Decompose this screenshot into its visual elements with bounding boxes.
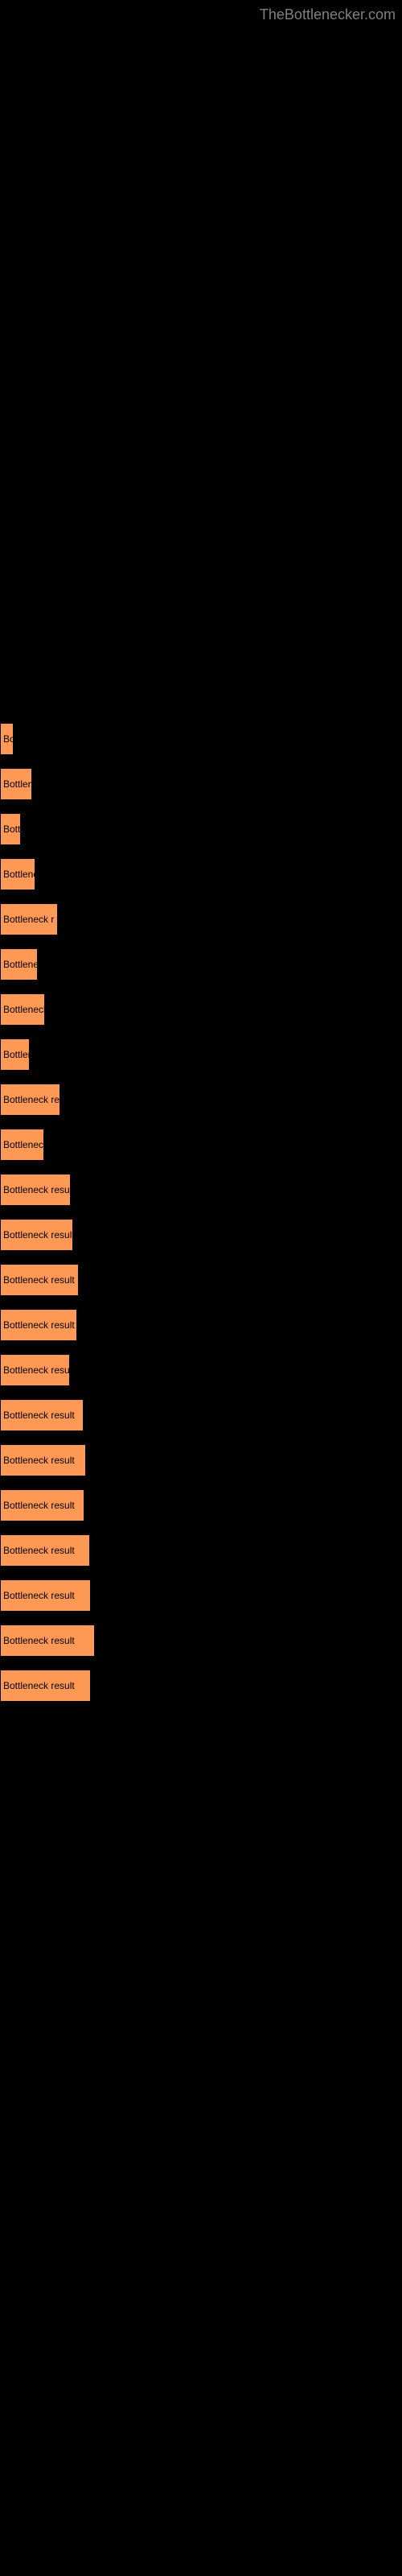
- bar: Bottleneck re: [0, 1084, 60, 1116]
- bar-row: Bottleneck result: [0, 1438, 402, 1483]
- bar: Bottleneck result: [0, 1670, 91, 1702]
- bar: Bottleneck: [0, 993, 45, 1026]
- bar-row: Bo: [0, 716, 402, 762]
- bar-row: Bottleneck result: [0, 1212, 402, 1257]
- bar-row: Bottleneck result: [0, 1528, 402, 1573]
- bar-row: Bottleneck result: [0, 1393, 402, 1438]
- bar: Bottlenec: [0, 858, 35, 890]
- bar-row: Bottleneck result: [0, 1302, 402, 1348]
- bar: Bottler: [0, 1038, 30, 1071]
- bar-row: Bottleneck result: [0, 1483, 402, 1528]
- bar-row: Bottlenec: [0, 1122, 402, 1167]
- bar: Bottleneck result: [0, 1444, 86, 1476]
- bar-row: Bottleneck r: [0, 897, 402, 942]
- bar: Bottleneck result: [0, 1489, 84, 1521]
- bar: Bottlenec: [0, 948, 38, 980]
- bar-row: Bottleneck result: [0, 1618, 402, 1663]
- bar: Bottleneck result: [0, 1399, 84, 1431]
- bar: Bott: [0, 813, 21, 845]
- watermark: TheBottlenecker.com: [260, 6, 396, 23]
- bar-row: Bottlene: [0, 762, 402, 807]
- bar-row: Bottleneck result: [0, 1167, 402, 1212]
- bar-row: Bottleneck re: [0, 1077, 402, 1122]
- bar: Bottleneck result: [0, 1174, 71, 1206]
- bar-row: Bott: [0, 807, 402, 852]
- bar: Bottleneck result: [0, 1309, 77, 1341]
- bar: Bottleneck result: [0, 1624, 95, 1657]
- bar-row: Bottleneck: [0, 987, 402, 1032]
- bar-chart: Bo Bottlene Bott Bottlenec Bottleneck r Bottl…: [0, 716, 402, 1708]
- bar-row: Bottleneck result: [0, 1257, 402, 1302]
- bar: Bottleneck result: [0, 1534, 90, 1567]
- bar: Bottleneck result: [0, 1264, 79, 1296]
- bar: Bottleneck resu: [0, 1354, 70, 1386]
- bar-row: Bottler: [0, 1032, 402, 1077]
- bar-row: Bottlenec: [0, 852, 402, 897]
- bar: Bottlenec: [0, 1129, 44, 1161]
- bar-row: Bottleneck result: [0, 1663, 402, 1708]
- bar: Bo: [0, 723, 14, 755]
- bar: Bottleneck result: [0, 1579, 91, 1612]
- bar: Bottleneck result: [0, 1219, 73, 1251]
- bar-row: Bottleneck result: [0, 1573, 402, 1618]
- bar: Bottlene: [0, 768, 32, 800]
- bar-row: Bottleneck resu: [0, 1348, 402, 1393]
- bar-row: Bottlenec: [0, 942, 402, 987]
- bar: Bottleneck r: [0, 903, 58, 935]
